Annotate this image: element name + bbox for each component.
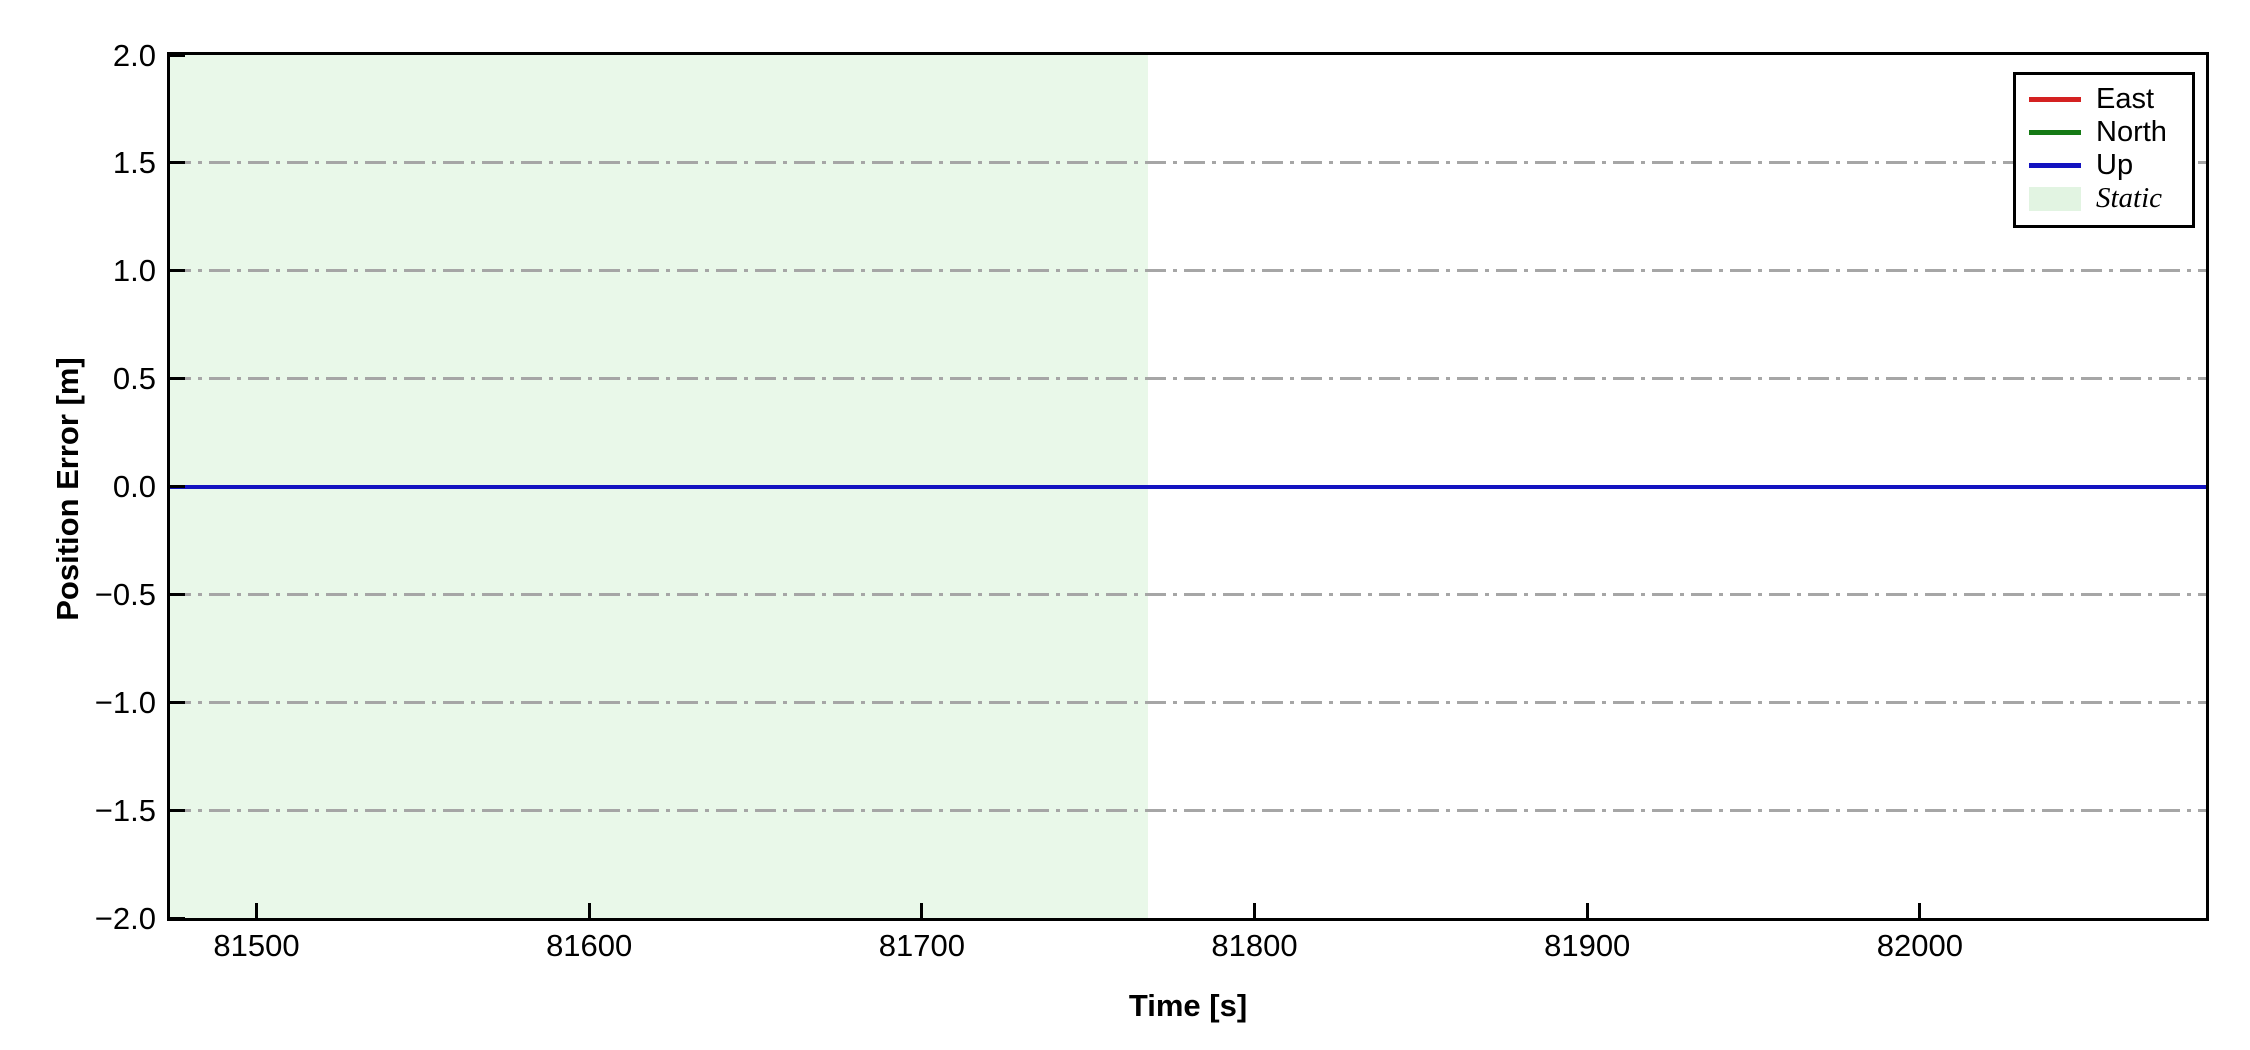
legend-entry-up: Up — [2029, 149, 2179, 182]
legend-swatch-north — [2029, 130, 2081, 135]
y-tick-label-−1.0: −1.0 — [94, 684, 156, 720]
x-tick-label-81800: 81800 — [1211, 928, 1298, 963]
y-tick-label-1.0: 1.0 — [112, 253, 156, 289]
legend-label-east: East — [2096, 83, 2155, 115]
x-tick-81600 — [587, 903, 591, 918]
legend-entry-east: East — [2029, 83, 2179, 116]
x-tick-label-81900: 81900 — [1544, 928, 1631, 963]
x-tick-81500 — [254, 903, 258, 918]
x-tick-label-82000: 82000 — [1876, 928, 1963, 963]
x-tick-81700 — [920, 903, 924, 918]
y-tick-−2.0 — [170, 916, 185, 920]
legend-swatch-east — [2029, 97, 2081, 102]
gridline-y-−1.0 — [170, 700, 2206, 704]
legend-swatch-static — [2029, 186, 2081, 211]
y-tick-label-1.5: 1.5 — [112, 145, 156, 181]
legend-entry-static: Static — [2029, 182, 2179, 215]
y-tick-label-−1.5: −1.5 — [94, 792, 156, 828]
plot-area: East North Up Static — [167, 52, 2209, 921]
x-tick-label-81500: 81500 — [213, 928, 300, 963]
y-tick-−1.0 — [170, 700, 185, 704]
x-axis-title: Time [s] — [1128, 988, 1248, 1023]
y-tick-−0.5 — [170, 592, 185, 596]
y-tick-label-2.0: 2.0 — [112, 37, 156, 73]
y-axis-title: Position Error [m] — [50, 357, 85, 621]
y-tick-label-−2.0: −2.0 — [94, 900, 156, 936]
x-tick-81900 — [1585, 903, 1589, 918]
legend-label-north: North — [2096, 116, 2167, 148]
y-tick-2.0 — [170, 53, 185, 57]
series-line-up — [170, 484, 2206, 489]
y-tick-−1.5 — [170, 808, 185, 812]
legend-box: East North Up Static — [2013, 72, 2195, 228]
x-tick-82000 — [1918, 903, 1922, 918]
legend-label-up: Up — [2096, 149, 2134, 181]
x-tick-label-81700: 81700 — [878, 928, 965, 963]
x-tick-81800 — [1253, 903, 1257, 918]
legend-entry-north: North — [2029, 116, 2179, 149]
y-tick-1.5 — [170, 161, 185, 165]
legend-entries: East North Up Static — [2029, 83, 2179, 215]
y-tick-1.0 — [170, 269, 185, 273]
y-tick-label-0.5: 0.5 — [112, 361, 156, 397]
y-tick-0.0 — [170, 485, 185, 488]
gridline-y-−0.5 — [170, 592, 2206, 596]
legend-swatch-up — [2029, 163, 2081, 168]
gridline-y-1.0 — [170, 269, 2206, 273]
y-tick-label-0.0: 0.0 — [112, 469, 156, 504]
gridline-y-0.5 — [170, 377, 2206, 381]
y-tick-label-−0.5: −0.5 — [94, 576, 156, 612]
y-tick-0.5 — [170, 377, 185, 381]
gridline-y-1.5 — [170, 161, 2206, 165]
x-tick-label-81600: 81600 — [546, 928, 633, 963]
gridline-y-−1.5 — [170, 808, 2206, 812]
legend-label-static: Static — [2096, 182, 2163, 214]
